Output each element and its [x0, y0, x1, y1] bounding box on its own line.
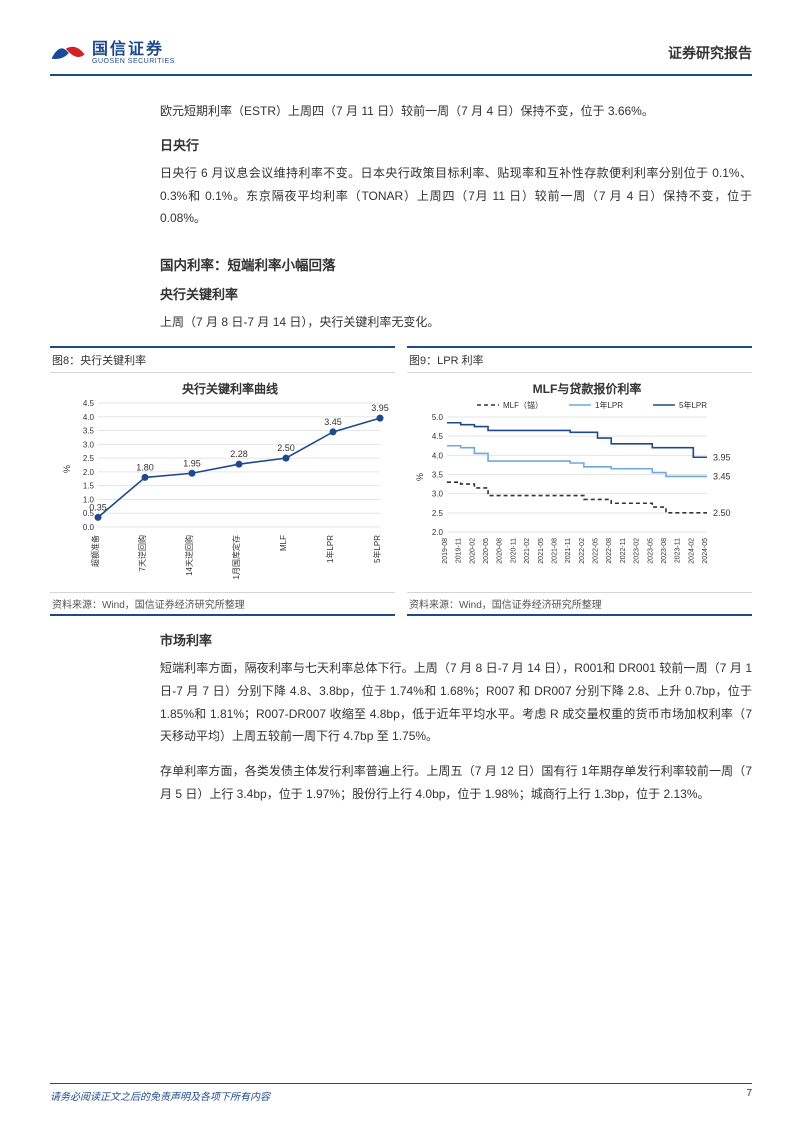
footer-disclaimer: 请务必阅读正文之后的免责声明及各项下所有内容 — [50, 1088, 270, 1103]
svg-text:3.0: 3.0 — [432, 490, 444, 499]
svg-text:3.95: 3.95 — [713, 452, 731, 462]
svg-text:央行关键利率曲线: 央行关键利率曲线 — [182, 381, 278, 396]
svg-text:2.5: 2.5 — [432, 509, 444, 518]
svg-text:2023-08: 2023-08 — [661, 538, 668, 564]
svg-text:2022-02: 2022-02 — [579, 538, 586, 564]
paragraph-ncd-rates: 存单利率方面，各类发债主体发行利率普遍上行。上周五（7 月 12 日）国有行 1… — [160, 760, 752, 806]
heading-pboc-rates: 央行关键利率 — [160, 284, 752, 303]
chart8-column: 图8：央行关键利率 央行关键利率曲线 0.00.51.01.52.02.53.0… — [50, 346, 395, 616]
svg-text:1月国库定存: 1月国库定存 — [231, 535, 241, 579]
svg-text:2023-05: 2023-05 — [647, 538, 654, 564]
chart9-caption: 图9：LPR 利率 — [407, 346, 752, 373]
logo-text-en: GUOSEN SECURITIES — [92, 58, 175, 65]
chart8-caption: 图8：央行关键利率 — [50, 346, 395, 373]
logo-block: 国信证券 GUOSEN SECURITIES — [50, 40, 175, 66]
svg-text:4.0: 4.0 — [432, 451, 444, 460]
svg-text:2020-05: 2020-05 — [483, 538, 490, 564]
svg-text:1年LPR: 1年LPR — [325, 535, 335, 563]
svg-text:0.0: 0.0 — [83, 523, 95, 532]
svg-text:超额准备: 超额准备 — [90, 535, 100, 567]
svg-text:2.50: 2.50 — [713, 508, 731, 518]
svg-text:2019-08: 2019-08 — [442, 538, 449, 564]
svg-text:1年LPR: 1年LPR — [595, 400, 623, 410]
svg-text:7天逆回购: 7天逆回购 — [137, 535, 147, 571]
svg-text:2019-11: 2019-11 — [456, 538, 463, 563]
svg-text:5年LPR: 5年LPR — [372, 535, 382, 563]
logo-text-cn: 国信证券 — [92, 41, 175, 59]
chart9-source: 资料来源：Wind，国信证券经济研究所整理 — [407, 592, 752, 616]
heading-market-rates: 市场利率 — [160, 630, 752, 649]
chart8-source: 资料来源：Wind，国信证券经济研究所整理 — [50, 592, 395, 616]
charts-row: 图8：央行关键利率 央行关键利率曲线 0.00.51.01.52.02.53.0… — [50, 346, 752, 616]
paragraph-pboc: 上周（7 月 8 日-7 月 14 日），央行关键利率无变化。 — [160, 311, 752, 334]
page-number: 7 — [746, 1088, 752, 1103]
svg-text:2021-08: 2021-08 — [551, 538, 558, 564]
chart9-svg: MLF与贷款报价利率 MLF（锚） 1年LPR 5年LPR 2.0 2.5 3.0 3.5… — [407, 377, 752, 592]
heading-domestic-rates: 国内利率：短端利率小幅回落 — [160, 254, 752, 274]
svg-text:2020-02: 2020-02 — [469, 538, 476, 564]
svg-text:2021-05: 2021-05 — [538, 538, 545, 564]
svg-text:%: % — [415, 473, 425, 481]
svg-text:1.5: 1.5 — [83, 482, 95, 491]
chart8-svg: 央行关键利率曲线 0.00.51.01.52.02.53.03.54.04.5 … — [50, 377, 395, 592]
svg-text:3.45: 3.45 — [713, 471, 731, 481]
svg-text:3.5: 3.5 — [83, 427, 95, 436]
svg-text:3.5: 3.5 — [432, 470, 444, 479]
paragraph-short-rates: 短端利率方面，隔夜利率与七天利率总体下行。上周（7 月 8 日-7 月 14 日… — [160, 657, 752, 748]
svg-text:0.35: 0.35 — [89, 502, 107, 512]
svg-text:2024-02: 2024-02 — [688, 538, 695, 564]
svg-text:1.95: 1.95 — [183, 458, 201, 468]
svg-text:3.45: 3.45 — [324, 417, 342, 427]
svg-text:2.50: 2.50 — [277, 443, 295, 453]
chart9-box: MLF与贷款报价利率 MLF（锚） 1年LPR 5年LPR 2.0 2.5 3.0 3.5… — [407, 377, 752, 592]
svg-text:2022-08: 2022-08 — [606, 538, 613, 564]
svg-text:2021-02: 2021-02 — [524, 538, 531, 564]
svg-text:2.5: 2.5 — [83, 454, 95, 463]
header-title: 证券研究报告 — [668, 43, 752, 63]
svg-text:4.0: 4.0 — [83, 413, 95, 422]
paragraph-boj: 日央行 6 月议息会议维持利率不变。日本央行政策目标利率、贴现率和互补性存款便利… — [160, 162, 752, 230]
page-footer: 请务必阅读正文之后的免责声明及各项下所有内容 7 — [50, 1083, 752, 1103]
svg-text:3.0: 3.0 — [83, 440, 95, 449]
svg-text:2.0: 2.0 — [432, 528, 444, 537]
svg-text:%: % — [62, 465, 72, 473]
chart9-column: 图9：LPR 利率 MLF与贷款报价利率 MLF（锚） 1年LPR 5年LPR 2.… — [407, 346, 752, 616]
svg-text:3.95: 3.95 — [371, 403, 389, 413]
svg-text:MLF（锚）: MLF（锚） — [503, 400, 543, 410]
svg-text:4.5: 4.5 — [83, 399, 95, 408]
heading-boj: 日央行 — [160, 135, 752, 154]
svg-text:14天逆回购: 14天逆回购 — [184, 535, 194, 576]
svg-text:2024-05: 2024-05 — [702, 538, 709, 564]
svg-text:2021-11: 2021-11 — [565, 538, 572, 563]
svg-text:2.28: 2.28 — [230, 449, 248, 459]
svg-text:5.0: 5.0 — [432, 413, 444, 422]
svg-text:2023-11: 2023-11 — [675, 538, 682, 563]
svg-text:2022-11: 2022-11 — [620, 538, 627, 563]
svg-text:2022-05: 2022-05 — [593, 538, 600, 564]
svg-text:2020-11: 2020-11 — [510, 538, 517, 563]
brand-logo-icon — [50, 40, 86, 66]
svg-text:MLF与贷款报价利率: MLF与贷款报价利率 — [533, 381, 642, 396]
svg-text:4.5: 4.5 — [432, 432, 444, 441]
svg-text:MLF: MLF — [279, 535, 288, 551]
page-header: 国信证券 GUOSEN SECURITIES 证券研究报告 — [50, 40, 752, 76]
svg-text:5年LPR: 5年LPR — [679, 400, 707, 410]
svg-text:1.80: 1.80 — [136, 462, 154, 472]
chart8-box: 央行关键利率曲线 0.00.51.01.52.02.53.03.54.04.5 … — [50, 377, 395, 592]
svg-text:2020-08: 2020-08 — [497, 538, 504, 564]
svg-text:2023-02: 2023-02 — [634, 538, 641, 564]
svg-text:2.0: 2.0 — [83, 468, 95, 477]
paragraph-estr: 欧元短期利率（ESTR）上周四（7 月 11 日）较前一周（7 月 4 日）保持… — [160, 100, 752, 123]
